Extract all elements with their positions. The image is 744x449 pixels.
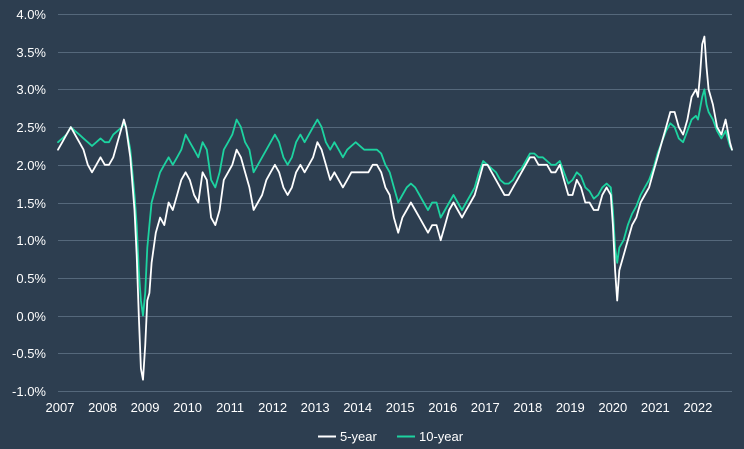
gridlines	[58, 14, 732, 392]
y-tick-label: 1.5%	[16, 196, 46, 211]
x-tick-label: 2012	[258, 400, 287, 415]
x-tick-label: 2008	[88, 400, 117, 415]
x-tick-label: 2015	[386, 400, 415, 415]
legend-item: 10-year	[397, 429, 464, 444]
x-tick-label: 2021	[641, 400, 670, 415]
legend-item: 5-year	[318, 429, 378, 444]
series-line-10-year	[57, 88, 733, 317]
y-axis-tick-labels: 4.0% 3.5% 3.0% 2.5% 2.0% 1.5% 1.0% 0.5% 0.0% -0.5…	[12, 7, 46, 399]
x-axis-tick-labels: 2007 2008 2009 2010 2011 2012 2013 2014 2015 2016…	[46, 400, 713, 415]
x-tick-label: 2011	[216, 400, 244, 415]
x-tick-label: 2022	[683, 400, 712, 415]
x-tick-label: 2014	[343, 400, 372, 415]
y-tick-label: 3.0%	[16, 82, 46, 97]
x-tick-label: 2017	[471, 400, 500, 415]
x-tick-label: 2013	[301, 400, 330, 415]
y-tick-label: -0.5%	[12, 346, 46, 361]
x-tick-label: 2018	[513, 400, 542, 415]
y-tick-label: 0.5%	[16, 271, 46, 286]
legend-label: 5-year	[340, 429, 378, 444]
x-tick-label: 2019	[556, 400, 585, 415]
series-lines	[57, 35, 733, 381]
x-tick-label: 2010	[173, 400, 202, 415]
x-tick-label: 2016	[428, 400, 457, 415]
y-tick-label: 0.0%	[16, 309, 46, 324]
y-tick-label: 2.0%	[16, 158, 46, 173]
legend-label: 10-year	[419, 429, 464, 444]
series-line-5-year	[57, 35, 733, 381]
y-tick-label: -1.0%	[12, 384, 46, 399]
x-tick-label: 2007	[46, 400, 75, 415]
y-tick-label: 2.5%	[16, 120, 46, 135]
y-tick-label: 4.0%	[16, 7, 46, 22]
y-tick-label: 3.5%	[16, 45, 46, 60]
y-tick-label: 1.0%	[16, 233, 46, 248]
x-tick-label: 2009	[131, 400, 160, 415]
legend: 5-year 10-year	[318, 429, 464, 444]
x-tick-label: 2020	[598, 400, 627, 415]
